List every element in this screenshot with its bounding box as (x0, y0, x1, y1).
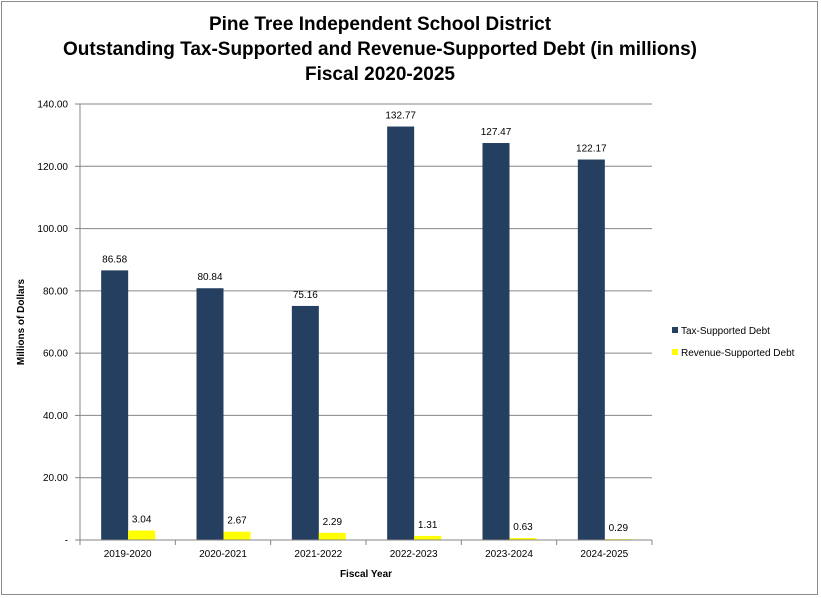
x-tick-label: 2022-2023 (390, 549, 438, 560)
data-label: 3.04 (132, 515, 152, 526)
x-tick-label: 2024-2025 (580, 549, 628, 560)
bars (101, 126, 632, 540)
data-labels: 86.58 3.04 80.84 2.67 75.16 2.29 132.77 1.31 127… (102, 111, 628, 535)
bar-tax-supported (101, 270, 129, 540)
bar-tax-supported (291, 305, 319, 540)
y-tick-label: - (65, 536, 68, 547)
chart-title-line-2: Outstanding Tax-Supported and Revenue-Su… (62, 39, 698, 60)
data-label: 1.31 (418, 520, 438, 531)
legend-swatch (672, 349, 678, 355)
data-label: 127.47 (481, 127, 512, 138)
gridlines (80, 103, 652, 479)
legend: Tax-Supported Debt Revenue-Supported Debt (672, 326, 795, 359)
y-tick-label: 20.00 (43, 473, 68, 484)
data-label: 122.17 (576, 144, 607, 155)
y-tick-label: 60.00 (43, 349, 68, 360)
data-label: 80.84 (197, 272, 222, 283)
x-tick-label: 2020-2021 (199, 549, 247, 560)
y-axis-ticks: - 20.00 40.00 60.00 80.00 100.00 120.00 140.00 (37, 100, 80, 547)
data-label: 2.67 (227, 516, 247, 527)
data-label: 0.63 (513, 522, 533, 533)
legend-swatch (672, 327, 678, 333)
bar-revenue-supported (223, 531, 251, 540)
y-tick-label: 120.00 (37, 162, 68, 173)
y-tick-label: 100.00 (37, 224, 68, 235)
bar-revenue-supported (318, 532, 346, 540)
bar-tax-supported (196, 288, 224, 540)
bar-tax-supported (387, 126, 415, 540)
x-axis-title: Fiscal Year (340, 569, 392, 580)
legend-label: Tax-Supported Debt (681, 326, 770, 337)
chart-title: Pine Tree Independent School District Ou… (0, 12, 760, 87)
data-label: 86.58 (102, 254, 127, 265)
chart-title-line-1: Pine Tree Independent School District (208, 14, 552, 35)
x-tick-label: 2021-2022 (294, 549, 342, 560)
data-label: 0.29 (609, 523, 629, 534)
data-label: 2.29 (323, 517, 343, 528)
legend-label: Revenue-Supported Debt (681, 348, 795, 359)
data-label: 132.77 (385, 111, 416, 122)
x-tick-label: 2019-2020 (104, 549, 152, 560)
chart-title-line-3: Fiscal 2020-2025 (304, 64, 455, 85)
bar-revenue-supported (414, 535, 442, 540)
bar-tax-supported (577, 159, 605, 540)
data-label: 75.16 (293, 290, 318, 301)
x-tick-label: 2023-2024 (485, 549, 533, 560)
y-tick-label: 40.00 (43, 411, 68, 422)
bar-revenue-supported (509, 538, 537, 540)
x-axis-ticks: 2019-2020 2020-2021 2021-2022 2022-2023 2023… (79, 540, 653, 560)
y-tick-label: 140.00 (37, 100, 68, 111)
y-tick-label: 80.00 (43, 286, 68, 297)
bar-tax-supported (482, 143, 510, 540)
y-axis-title: Millions of Dollars (16, 279, 27, 366)
bar-revenue-supported (128, 530, 156, 540)
